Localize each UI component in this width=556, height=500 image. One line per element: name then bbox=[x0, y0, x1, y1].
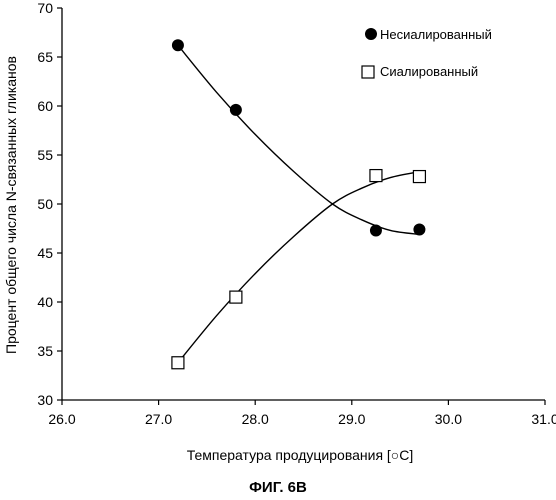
legend-marker-sialylated bbox=[362, 66, 374, 78]
x-tick-label: 30.0 bbox=[435, 411, 462, 427]
x-tick-label: 26.0 bbox=[48, 411, 75, 427]
y-tick-label: 40 bbox=[37, 294, 53, 310]
data-point-sialylated bbox=[370, 170, 382, 182]
legend-label-sialylated: Сиалированный bbox=[380, 64, 478, 79]
y-tick-label: 55 bbox=[37, 147, 53, 163]
data-point-unsialylated bbox=[230, 104, 242, 116]
data-point-sialylated bbox=[172, 357, 184, 369]
legend-label-unsialylated: Несиалированный bbox=[380, 27, 492, 42]
data-point-sialylated bbox=[413, 171, 425, 183]
x-tick-label: 28.0 bbox=[242, 411, 269, 427]
x-tick-label: 31.0 bbox=[531, 411, 556, 427]
y-tick-label: 50 bbox=[37, 196, 53, 212]
data-point-unsialylated bbox=[370, 224, 382, 236]
trend-line-series-1 bbox=[178, 172, 420, 363]
y-axis-title: Процент общего числа N-связанных гликано… bbox=[3, 56, 19, 354]
y-tick-label: 65 bbox=[37, 49, 53, 65]
y-tick-label: 35 bbox=[37, 343, 53, 359]
x-axis-title: Температура продуцирования [○C] bbox=[187, 447, 414, 463]
legend-marker-unsialylated bbox=[365, 28, 377, 40]
y-ticks: 30 35 40 45 50 55 60 65 70 bbox=[37, 0, 62, 408]
trend-lines bbox=[178, 45, 420, 363]
data-point-unsialylated bbox=[172, 39, 184, 51]
figure-caption: ФИГ. 6B bbox=[249, 479, 307, 496]
x-tick-label: 29.0 bbox=[338, 411, 365, 427]
y-tick-label: 60 bbox=[37, 98, 53, 114]
legend: Несиалированный Сиалированный bbox=[345, 8, 543, 90]
x-ticks: 26.0 27.0 28.0 29.0 30.0 31.0 bbox=[48, 400, 556, 427]
y-tick-label: 70 bbox=[37, 0, 53, 16]
data-point-unsialylated bbox=[413, 223, 425, 235]
y-tick-label: 45 bbox=[37, 245, 53, 261]
y-tick-label: 30 bbox=[37, 392, 53, 408]
data-point-sialylated bbox=[230, 291, 242, 303]
x-tick-label: 27.0 bbox=[145, 411, 172, 427]
